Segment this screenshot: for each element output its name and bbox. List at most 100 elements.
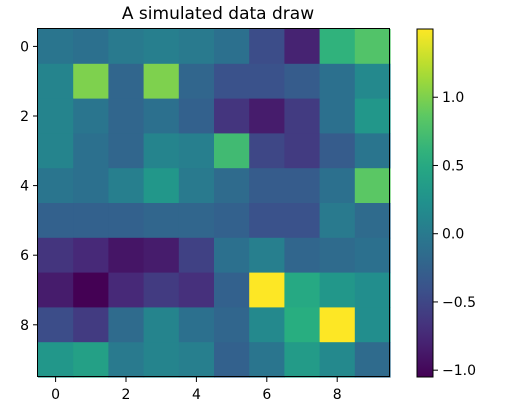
heatmap-cell bbox=[108, 272, 145, 308]
heatmap-cell bbox=[178, 29, 215, 65]
heatmap-cell bbox=[38, 237, 74, 274]
heatmap-cell bbox=[284, 133, 321, 169]
heatmap-cell bbox=[319, 133, 356, 169]
heatmap-cell bbox=[108, 29, 145, 65]
heatmap-cell bbox=[38, 342, 74, 378]
colorbar-gradient bbox=[416, 28, 434, 378]
colorbar-tick-label: 0.0 bbox=[442, 227, 464, 243]
x-tick-label: 4 bbox=[192, 387, 201, 403]
heatmap-cell bbox=[178, 203, 215, 239]
heatmap-cell bbox=[249, 342, 285, 378]
heatmap-cell bbox=[143, 168, 180, 204]
heatmap-cell bbox=[108, 168, 145, 204]
heatmap-cell bbox=[284, 237, 321, 274]
heatmap-cell bbox=[73, 29, 109, 65]
heatmap-cell bbox=[214, 133, 250, 169]
colorbar-tick-label: 1.0 bbox=[442, 90, 464, 106]
colorbar-tick-label: 0.5 bbox=[442, 158, 464, 174]
heatmap-cell bbox=[143, 98, 180, 134]
heatmap-cell bbox=[143, 307, 180, 343]
heatmap-cell bbox=[143, 342, 180, 378]
heatmap-cell bbox=[178, 133, 215, 169]
heatmap-cell bbox=[178, 63, 215, 100]
x-tick-label: 0 bbox=[51, 387, 60, 403]
heatmap-cell bbox=[284, 29, 321, 65]
y-tick-label: 2 bbox=[20, 109, 29, 125]
heatmap-cell bbox=[38, 98, 74, 134]
heatmap-cell bbox=[108, 342, 145, 378]
heatmap-cell bbox=[249, 203, 285, 239]
heatmap-cell bbox=[214, 29, 250, 65]
heatmap-cell bbox=[284, 63, 321, 100]
heatmap-cell bbox=[354, 29, 391, 65]
heatmap-cell bbox=[214, 63, 250, 100]
heatmap-cell bbox=[143, 29, 180, 65]
heatmap-cell bbox=[38, 203, 74, 239]
y-tick-label: 8 bbox=[20, 318, 29, 334]
heatmap-cell bbox=[108, 133, 145, 169]
heatmap-cell bbox=[284, 342, 321, 378]
heatmap-cell bbox=[354, 203, 391, 239]
heatmap-cell bbox=[354, 133, 391, 169]
heatmap-cell bbox=[319, 168, 356, 204]
heatmap-cell bbox=[38, 168, 74, 204]
heatmap-cell bbox=[108, 307, 145, 343]
heatmap-cell bbox=[354, 237, 391, 274]
x-tick-label: 6 bbox=[262, 387, 271, 403]
heatmap-cell bbox=[249, 133, 285, 169]
heatmap-cell bbox=[319, 237, 356, 274]
heatmap-cell bbox=[143, 203, 180, 239]
heatmap-cell bbox=[319, 203, 356, 239]
heatmap-cell bbox=[178, 272, 215, 308]
heatmap-cell bbox=[108, 237, 145, 274]
heatmap-cell bbox=[178, 307, 215, 343]
heatmap-cell bbox=[178, 237, 215, 274]
colorbar-ticks: −1.0 −0.5 0.0 0.5 1.0 bbox=[433, 90, 476, 379]
x-tick-label: 2 bbox=[122, 387, 131, 403]
heatmap-cell bbox=[249, 307, 285, 343]
heatmap-cell bbox=[319, 307, 356, 343]
heatmap-cell bbox=[38, 307, 74, 343]
heatmap-cell bbox=[214, 203, 250, 239]
heatmap-cell bbox=[38, 272, 74, 308]
heatmap-cell bbox=[214, 342, 250, 378]
heatmap-cell bbox=[73, 272, 109, 308]
colorbar bbox=[416, 28, 434, 378]
heatmap-cell bbox=[178, 98, 215, 134]
heatmap-cell bbox=[143, 237, 180, 274]
heatmap-cell bbox=[73, 133, 109, 169]
heatmap-cell bbox=[38, 63, 74, 100]
heatmap-cell bbox=[249, 237, 285, 274]
heatmap-cell bbox=[354, 272, 391, 308]
heatmap-cell bbox=[319, 272, 356, 308]
heatmap-cell bbox=[143, 272, 180, 308]
heatmap-cell bbox=[214, 168, 250, 204]
heatmap-cell bbox=[73, 168, 109, 204]
heatmap-cell bbox=[108, 63, 145, 100]
heatmap-cell bbox=[354, 342, 391, 378]
heatmap-cell bbox=[38, 29, 74, 65]
heatmap-cell bbox=[354, 63, 391, 100]
heatmap-cell bbox=[143, 133, 180, 169]
heatmap-cell bbox=[284, 272, 321, 308]
heatmap-cell bbox=[214, 98, 250, 134]
heatmap-cell bbox=[284, 98, 321, 134]
heatmap-cell bbox=[354, 168, 391, 204]
heatmap-cell bbox=[73, 63, 109, 100]
heatmap-cell bbox=[319, 29, 356, 65]
heatmap-cell bbox=[214, 237, 250, 274]
heatmap-cells bbox=[38, 29, 391, 378]
plot-frame bbox=[37, 28, 390, 377]
y-tick-label: 4 bbox=[20, 179, 29, 195]
heatmap-cell bbox=[178, 342, 215, 378]
heatmap-cell bbox=[249, 168, 285, 204]
heatmap-cell bbox=[319, 63, 356, 100]
colorbar-tick-label: −0.5 bbox=[442, 295, 476, 311]
heatmap-cell bbox=[214, 272, 250, 308]
heatmap-cell bbox=[73, 342, 109, 378]
heatmap-cell bbox=[73, 203, 109, 239]
heatmap-cell bbox=[284, 168, 321, 204]
heatmap-cell bbox=[249, 29, 285, 65]
x-tick-label: 8 bbox=[333, 387, 342, 403]
